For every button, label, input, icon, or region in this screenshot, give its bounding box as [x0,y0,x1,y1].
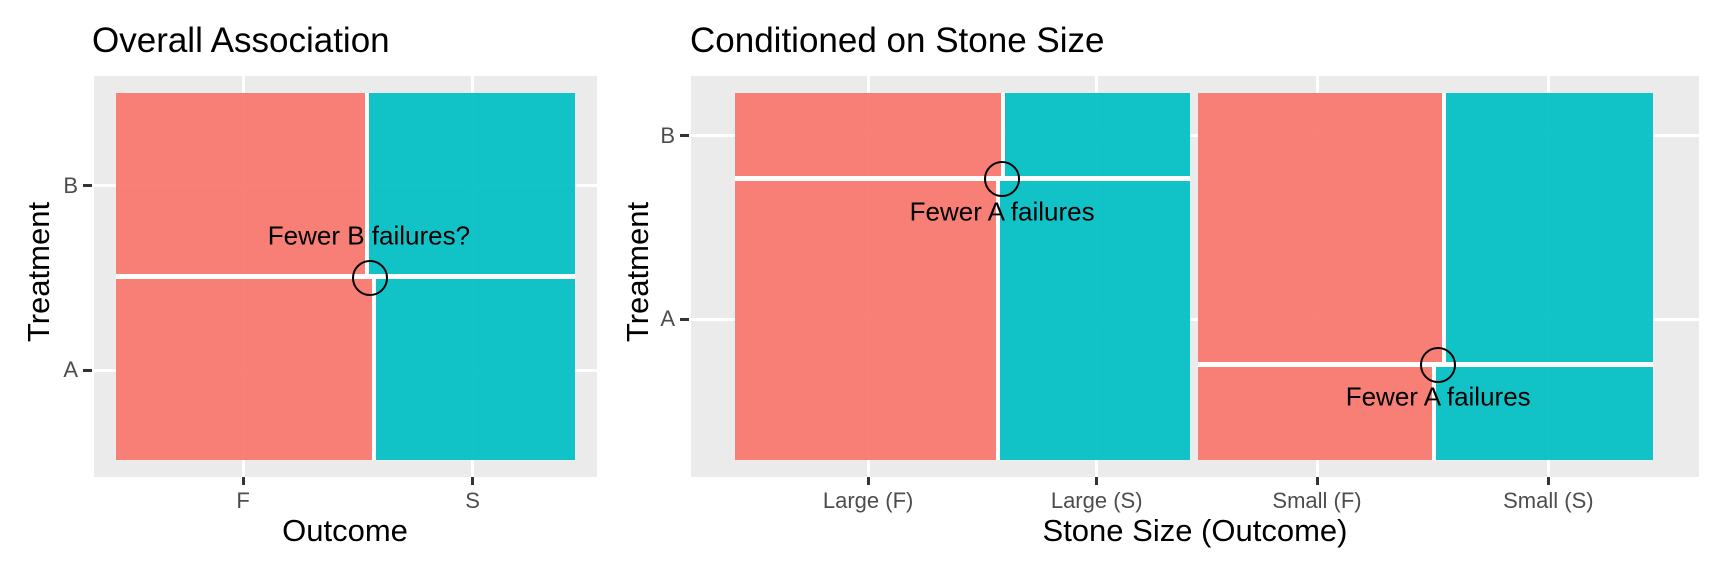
y-tick-mark [83,184,92,188]
divider-line [735,176,1191,181]
y-tick-mark [680,317,689,321]
x-tick-mark [471,477,475,485]
divider-line [996,178,1001,460]
x-tick-label: Large (F) [822,488,914,513]
x-tick-mark [1315,477,1319,485]
divider-line [1441,93,1446,365]
x-axis-title: Stone Size (Outcome) [1042,513,1348,548]
mosaic-cell-Small-A-S [1433,364,1653,460]
divider-line [1431,364,1436,460]
tile-area: Fewer B failures? [94,76,597,477]
y-tick-label: A [660,306,675,332]
x-tick-label: S [465,488,480,513]
mosaic-cell-A-F [116,276,374,460]
y-tick-label: B [660,122,675,148]
mosaic-cell-Small-B-S [1443,93,1653,365]
plot-title: Conditioned on Stone Size [690,21,1105,60]
gridline-horizontal [691,134,1699,138]
mosaic-cell-B-S [367,93,575,277]
x-tick-labels: Large (F) Large (S) Small (F) Small (S) [735,488,1653,514]
x-tick-mark [1095,477,1099,485]
mosaic-cell-Large-B-S [1003,93,1191,179]
annotation-text: Fewer A failures [1345,381,1531,412]
tile-area: Fewer A failures Fewer A failures [691,76,1699,477]
plot-panel: Fewer A failures Fewer A failures Large (… [660,76,1699,513]
y-tick-label: A [63,357,78,383]
x-tick-label: Small (S) [1503,488,1594,513]
x-tick-label: Small (F) [1272,488,1362,513]
divider-line [1001,93,1006,179]
x-tick-mark [241,477,245,485]
mosaic-cell-Small-B-F [1197,93,1444,365]
mosaic-plot-overall: Overall Association Treatment Fewer B fa… [0,0,600,576]
x-tick-marks [735,477,1653,486]
gridline-horizontal [691,317,1699,321]
y-tick-mark [83,368,92,372]
y-tick-marks [83,93,92,460]
annotation-text: Fewer A failures [909,196,1095,227]
plot-title: Overall Association [92,21,390,60]
y-tick-label: B [63,172,78,198]
highlight-circle [1420,346,1457,383]
mosaic-cell-Large-A-S [998,178,1191,460]
annotation-text: Fewer B failures? [267,220,471,251]
x-tick-mark [1546,477,1550,485]
mosaic-cell-Large-B-F [735,93,1004,179]
mosaic-plot-conditioned: Conditioned on Stone Size Treatment Fewe… [600,0,1728,576]
mosaic-cell-Small-A-F [1197,364,1434,460]
y-tick-marks [680,93,689,460]
divider-line [116,274,575,280]
x-axis-title: Outcome [282,513,408,548]
x-tick-label: Large (S) [1050,488,1143,513]
highlight-circle [351,259,388,296]
x-tick-mark [866,477,870,485]
divider-line [371,276,376,460]
mosaic-cell-B-F [116,93,368,277]
y-tick-mark [680,134,689,138]
mosaic-cell-A-S [373,276,575,460]
mosaic-cell-Large-A-F [735,178,999,460]
highlight-circle [984,160,1021,197]
x-tick-marks [116,477,575,486]
x-tick-label: F [236,488,250,513]
divider-line [365,93,370,277]
